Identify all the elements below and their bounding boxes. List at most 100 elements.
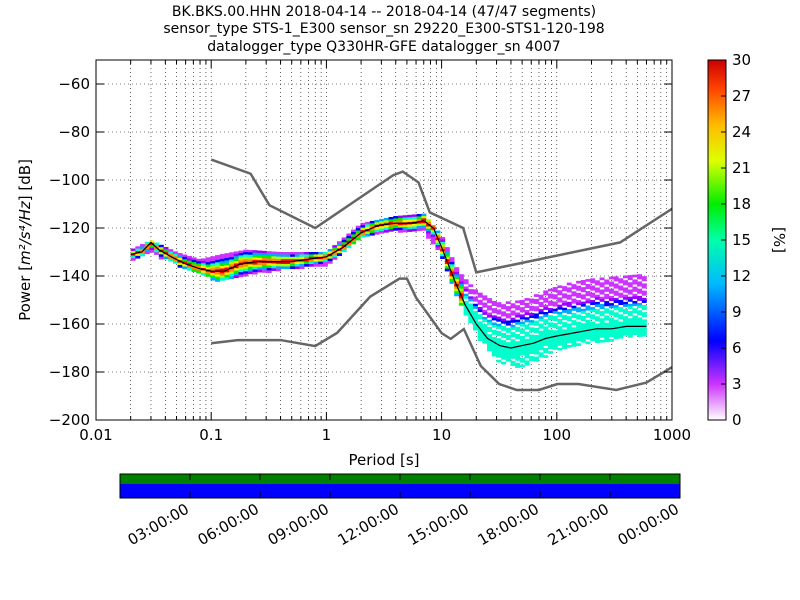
heatmap-cell bbox=[205, 262, 211, 265]
heatmap-cell bbox=[599, 303, 605, 307]
heatmap-cell bbox=[271, 258, 277, 262]
heatmap-cell bbox=[135, 248, 141, 252]
heatmap-cell bbox=[327, 261, 333, 264]
heatmap-cell bbox=[135, 255, 141, 259]
heatmap-cell bbox=[613, 297, 619, 301]
heatmap-cell bbox=[618, 287, 624, 291]
heatmap-cell bbox=[440, 241, 446, 245]
heatmap-cell bbox=[613, 276, 619, 280]
heatmap-cell bbox=[566, 282, 572, 286]
heatmap-cell bbox=[397, 220, 403, 224]
heatmap-cell bbox=[519, 321, 525, 325]
heatmap-cell bbox=[168, 256, 174, 260]
heatmap-cell bbox=[538, 309, 544, 312]
colorbar-tick-label: 27 bbox=[732, 87, 751, 105]
heatmap-cell bbox=[454, 288, 460, 292]
heatmap-cell bbox=[618, 333, 624, 337]
heatmap-cell bbox=[552, 315, 558, 319]
heatmap-cell bbox=[627, 299, 633, 302]
heatmap-cell bbox=[599, 296, 605, 300]
heatmap-cell bbox=[604, 301, 610, 304]
heatmap-cell bbox=[487, 329, 493, 333]
heatmap-cell bbox=[210, 263, 216, 267]
heatmap-cell bbox=[632, 320, 638, 323]
heatmap-cell bbox=[308, 256, 314, 260]
heatmap-cell bbox=[627, 327, 633, 331]
y-axis-label-prefix: Power [ bbox=[16, 265, 34, 321]
heatmap-cell bbox=[219, 263, 225, 267]
heatmap-cell bbox=[622, 297, 628, 300]
heatmap-cell bbox=[294, 266, 300, 270]
heatmap-cell bbox=[182, 266, 188, 270]
heatmap-cell bbox=[491, 346, 497, 350]
heatmap-cell bbox=[332, 257, 338, 260]
heatmap-cell bbox=[397, 215, 403, 219]
heatmap-cell bbox=[468, 305, 474, 309]
heatmap-cell bbox=[566, 340, 572, 343]
heatmap-cell bbox=[529, 351, 535, 355]
heatmap-cell bbox=[496, 354, 502, 358]
heatmap-cell bbox=[210, 258, 216, 262]
heatmap-cell bbox=[533, 342, 539, 345]
heatmap-cell bbox=[369, 223, 375, 227]
heatmap-cell bbox=[482, 316, 488, 320]
heatmap-cell bbox=[426, 226, 432, 230]
heatmap-cell bbox=[482, 312, 488, 315]
heatmap-cell bbox=[440, 239, 446, 243]
heatmap-cell bbox=[529, 305, 535, 309]
heatmap-cell bbox=[257, 262, 263, 266]
heatmap-cell bbox=[261, 265, 267, 268]
heatmap-cell bbox=[210, 265, 216, 269]
heatmap-cell bbox=[247, 269, 253, 272]
heatmap-cell bbox=[266, 255, 272, 259]
heatmap-cell bbox=[604, 310, 610, 314]
heatmap-cell bbox=[627, 332, 633, 336]
heatmap-cell bbox=[543, 326, 549, 330]
heatmap-cell bbox=[510, 351, 516, 354]
heatmap-cell bbox=[594, 335, 600, 339]
heatmap-cell bbox=[454, 286, 460, 290]
heatmap-cell bbox=[393, 225, 399, 229]
heatmap-cell bbox=[627, 284, 633, 288]
heatmap-cell bbox=[271, 268, 277, 272]
heatmap-cell bbox=[130, 248, 136, 252]
heatmap-cell bbox=[243, 252, 249, 255]
heatmap-cell bbox=[547, 303, 553, 306]
heatmap-cell bbox=[201, 260, 206, 264]
y-axis-ticks: −200 −180 −160 −140 −120 −100 −80 −60 bbox=[49, 75, 672, 429]
heatmap-cell bbox=[449, 264, 455, 268]
heatmap-cell bbox=[487, 341, 493, 345]
heatmap-cell bbox=[468, 298, 474, 302]
heatmap-cell bbox=[388, 224, 394, 227]
heatmap-cell bbox=[590, 321, 596, 325]
heatmap-cell bbox=[154, 247, 160, 251]
heatmap-cell bbox=[641, 300, 647, 303]
noise-models bbox=[210, 158, 672, 392]
x-tick-label: 0.1 bbox=[199, 426, 223, 444]
heatmap-cell bbox=[158, 251, 164, 255]
heatmap-cell bbox=[547, 295, 553, 299]
heatmap-cell bbox=[515, 348, 521, 352]
heatmap-cell bbox=[482, 326, 488, 330]
heatmap-cell bbox=[280, 256, 286, 260]
heatmap-cell bbox=[590, 295, 596, 298]
heatmap-cell bbox=[543, 304, 549, 308]
heatmap-cell bbox=[135, 253, 141, 257]
y-tick-label: −120 bbox=[49, 219, 90, 237]
heatmap-cell bbox=[454, 274, 460, 278]
heatmap-cell bbox=[430, 236, 436, 240]
heatmap-cell bbox=[496, 342, 502, 346]
heatmap-cell bbox=[435, 247, 441, 251]
heatmap-cell bbox=[477, 294, 483, 298]
heatmap-cell bbox=[365, 224, 371, 227]
heatmap-cell bbox=[243, 264, 249, 267]
heatmap-cell bbox=[524, 355, 530, 359]
heatmap-cell bbox=[397, 218, 403, 221]
heatmap-cell bbox=[519, 338, 525, 342]
heatmap-cell bbox=[487, 326, 493, 330]
heatmap-cell bbox=[571, 305, 577, 309]
heatmap-cell bbox=[224, 277, 230, 280]
heatmap-cell bbox=[599, 291, 605, 295]
heatmap-cell bbox=[585, 286, 591, 289]
heatmap-cell bbox=[449, 281, 455, 284]
